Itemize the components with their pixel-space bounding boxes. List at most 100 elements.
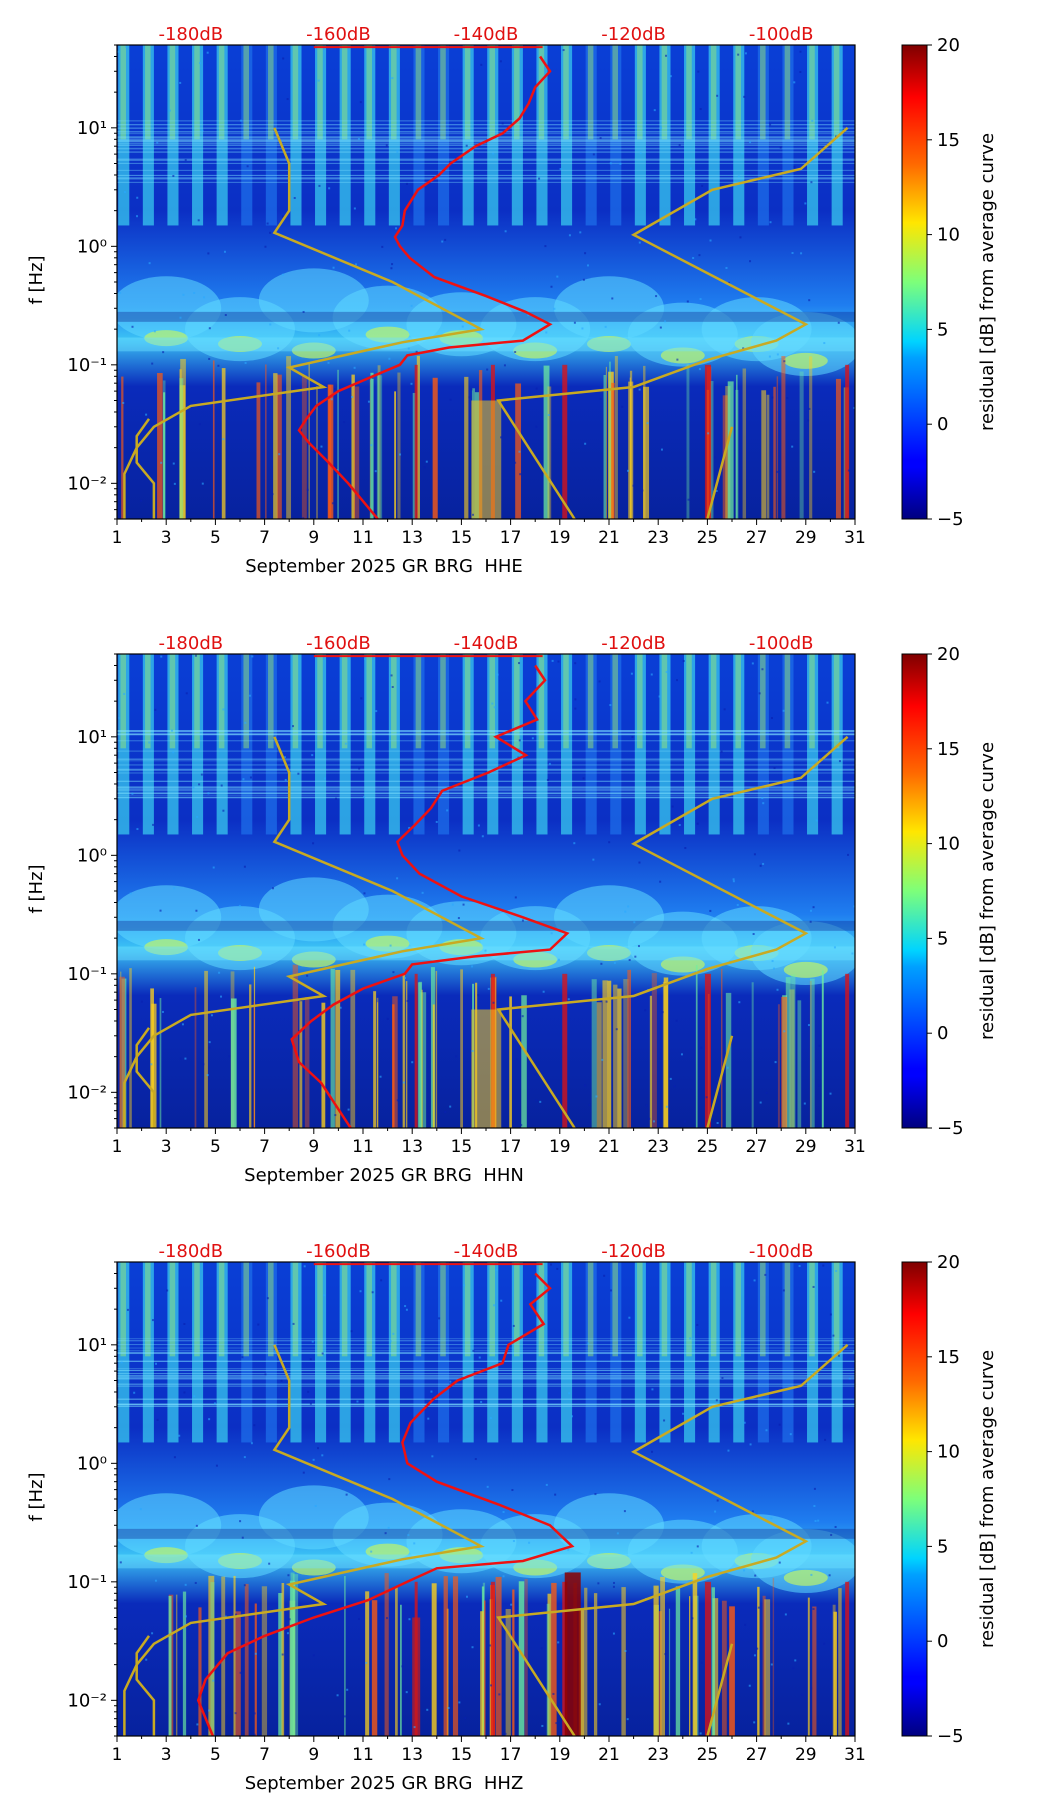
transient-streak — [484, 1600, 486, 1736]
y-tick-label: 10⁰ — [77, 236, 107, 257]
noise-speckle — [155, 1362, 158, 1365]
db-tick-label: -100dB — [749, 633, 814, 654]
noise-speckle — [312, 1458, 315, 1461]
noise-speckle — [736, 903, 739, 906]
noise-speckle — [492, 1001, 495, 1004]
noise-speckle — [609, 704, 612, 707]
noise-speckle — [359, 1290, 362, 1293]
noise-speckle — [605, 1000, 608, 1003]
noise-speckle — [535, 1099, 538, 1102]
daytime-band-core — [735, 1262, 741, 1357]
microseism-peak — [291, 1559, 336, 1576]
noise-speckle — [748, 1684, 751, 1687]
model-curve-high-noise — [496, 1343, 849, 1736]
spectral-line — [117, 120, 855, 122]
transient-streak — [253, 1001, 255, 1128]
noise-speckle — [812, 906, 815, 909]
noise-speckle — [399, 453, 402, 456]
transient-streak — [799, 371, 804, 519]
noise-speckle — [833, 946, 836, 949]
x-tick-label: 17 — [500, 1745, 522, 1765]
x-tick-label: 9 — [308, 528, 319, 548]
noise-speckle — [651, 1388, 654, 1391]
noise-speckle — [222, 809, 225, 812]
transient-streak — [603, 374, 606, 519]
noise-speckle — [697, 70, 700, 73]
y-tick-label: 10⁻¹ — [67, 1572, 107, 1593]
noise-speckle — [222, 438, 225, 441]
noise-speckle — [173, 887, 176, 890]
noise-speckle — [343, 421, 346, 424]
noise-speckle — [829, 1313, 832, 1316]
noise-speckle — [514, 350, 517, 353]
noise-speckle — [554, 1493, 557, 1496]
noise-speckle — [504, 230, 507, 233]
noise-speckle — [550, 932, 553, 935]
noise-speckle — [822, 1264, 825, 1267]
noise-speckle — [762, 802, 765, 805]
daytime-band-core — [268, 654, 274, 749]
noise-speckle — [266, 222, 269, 225]
y-tick-label: 10⁻¹ — [67, 964, 107, 985]
transient-streak — [764, 1599, 771, 1736]
noise-speckle — [749, 141, 752, 144]
noise-speckle — [771, 396, 774, 399]
noise-speckle — [486, 368, 489, 371]
noise-speckle — [716, 1499, 719, 1502]
model-curve-high-noise — [496, 126, 849, 519]
transient-streak — [351, 374, 355, 519]
daytime-band — [216, 45, 228, 226]
event-column-strong — [564, 1572, 581, 1736]
daytime-band-core — [341, 654, 348, 749]
noise-speckle — [770, 717, 773, 720]
noise-speckle — [462, 903, 465, 906]
noise-speckle — [392, 1332, 395, 1335]
y-tick-label: 10¹ — [77, 1335, 107, 1356]
noise-speckle — [438, 1317, 441, 1320]
noise-speckle — [281, 215, 284, 218]
noise-speckle — [544, 1297, 547, 1300]
noise-speckle — [389, 944, 392, 947]
noise-speckle — [244, 721, 247, 724]
noise-speckle — [705, 1096, 708, 1099]
noise-speckle — [829, 1092, 832, 1095]
daytime-band-core — [538, 654, 545, 749]
noise-speckle — [321, 1454, 324, 1457]
y-tick-label: 10⁻² — [67, 1690, 107, 1711]
daytime-band-core — [145, 45, 151, 140]
noise-speckle — [518, 450, 521, 453]
transient-streak — [353, 386, 360, 519]
noise-speckle — [694, 218, 697, 221]
noise-speckle — [173, 482, 176, 485]
spectral-line — [117, 769, 855, 771]
noise-speckle — [582, 777, 585, 780]
noise-speckle — [503, 364, 506, 367]
noise-speckle — [407, 347, 410, 350]
x-tick-label: 11 — [352, 1137, 374, 1157]
daytime-band-core — [194, 1262, 200, 1357]
microseism-blob — [750, 1528, 855, 1593]
x-tick-label: 31 — [844, 1745, 866, 1765]
noise-speckle — [179, 1057, 182, 1060]
noise-speckle — [183, 1391, 186, 1394]
noise-speckle — [379, 1075, 382, 1078]
noise-speckle — [120, 1361, 123, 1364]
noise-speckle — [696, 822, 699, 825]
noise-speckle — [675, 679, 678, 682]
noise-speckle — [813, 1487, 816, 1490]
noise-speckle — [753, 1654, 756, 1657]
noise-speckle — [248, 694, 251, 697]
noise-speckle — [783, 360, 786, 363]
x-tick-label: 23 — [647, 528, 669, 548]
db-tick-label: -120dB — [601, 1241, 666, 1262]
colorbar-label: residual [dB] from average curve — [977, 742, 998, 1040]
daytime-band-core — [268, 1262, 274, 1357]
spectral-line — [117, 1404, 855, 1406]
transient-streak — [605, 366, 607, 519]
noise-speckle — [660, 448, 663, 451]
noise-speckle — [776, 353, 779, 356]
microseism-peak — [513, 1559, 558, 1576]
colorbar-label: residual [dB] from average curve — [977, 1350, 998, 1648]
transient-streak — [460, 969, 463, 1128]
transient-streak — [350, 969, 356, 1128]
